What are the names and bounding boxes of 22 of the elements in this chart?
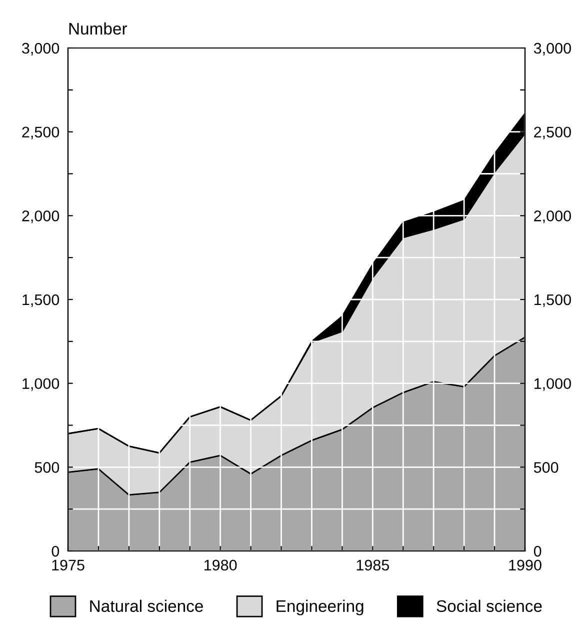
y-tick-label: 2,500 xyxy=(22,126,60,140)
y2-tick-label: 2,500 xyxy=(534,126,571,140)
legend-label: Social science xyxy=(436,600,542,612)
legend-label: Engineering xyxy=(276,600,364,616)
x-tick-label: 1980 xyxy=(204,560,237,571)
y2-tick-label: 2,000 xyxy=(534,210,571,224)
y2-tick-label: 1,000 xyxy=(534,378,571,391)
x-tick-label: 1985 xyxy=(356,560,390,571)
y-tick-label: 2,000 xyxy=(22,210,60,224)
y-axis-title: Number xyxy=(69,22,127,35)
y-tick-label: 3,000 xyxy=(22,42,60,56)
y-tick-label: 500 xyxy=(34,462,60,473)
x-tick-label: 1990 xyxy=(509,560,542,571)
legend-label: Natural science xyxy=(90,600,203,612)
y-tick-label: 1,000 xyxy=(22,378,60,391)
y2-tick-label: 1,500 xyxy=(534,294,571,307)
y-tick-label: 0 xyxy=(52,546,60,557)
y-tick-label: 1,500 xyxy=(22,294,60,307)
y2-tick-label: 0 xyxy=(534,546,542,557)
x-tick-label: 1975 xyxy=(52,560,84,571)
y2-tick-label: 3,000 xyxy=(534,42,571,56)
y2-tick-label: 500 xyxy=(534,462,558,473)
